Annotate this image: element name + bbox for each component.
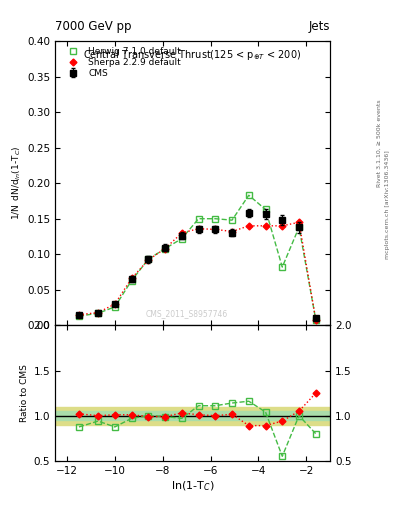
Sherpa 2.2.9 default: [230, 228, 234, 234]
Herwig 7.1.0 default: [263, 206, 268, 212]
Bar: [55, 411, 330, 420]
Line: Herwig 7.1.0 default: Herwig 7.1.0 default: [75, 192, 319, 323]
Herwig 7.1.0 default: [146, 256, 151, 262]
Sherpa 2.2.9 default: [213, 226, 218, 232]
Text: Rivet 3.1.10, ≥ 500k events: Rivet 3.1.10, ≥ 500k events: [377, 99, 382, 187]
Herwig 7.1.0 default: [96, 310, 101, 316]
Sherpa 2.2.9 default: [96, 309, 101, 315]
Herwig 7.1.0 default: [77, 313, 81, 319]
Sherpa 2.2.9 default: [246, 223, 251, 229]
Text: CMS_2011_S8957746: CMS_2011_S8957746: [145, 309, 228, 318]
Sherpa 2.2.9 default: [297, 219, 301, 225]
Sherpa 2.2.9 default: [112, 301, 117, 307]
Text: 7000 GeV pp: 7000 GeV pp: [55, 20, 132, 33]
Sherpa 2.2.9 default: [180, 230, 184, 236]
Text: Jets: Jets: [309, 20, 330, 33]
Herwig 7.1.0 default: [196, 216, 201, 222]
X-axis label: ln(1-T$_C$): ln(1-T$_C$): [171, 480, 215, 494]
Herwig 7.1.0 default: [246, 192, 251, 198]
Sherpa 2.2.9 default: [313, 316, 318, 323]
Herwig 7.1.0 default: [313, 316, 318, 323]
Herwig 7.1.0 default: [129, 278, 134, 284]
Sherpa 2.2.9 default: [146, 257, 151, 263]
Herwig 7.1.0 default: [297, 224, 301, 230]
Herwig 7.1.0 default: [180, 236, 184, 242]
Y-axis label: 1/N$_{\/}$ dN/d$_{ln}$(1-T$_C$): 1/N$_{\/}$ dN/d$_{ln}$(1-T$_C$): [10, 146, 23, 220]
Herwig 7.1.0 default: [213, 216, 218, 222]
Text: mcplots.cern.ch [arXiv:1306.3436]: mcplots.cern.ch [arXiv:1306.3436]: [385, 151, 389, 259]
Y-axis label: Ratio to CMS: Ratio to CMS: [20, 364, 29, 422]
Sherpa 2.2.9 default: [263, 223, 268, 229]
Herwig 7.1.0 default: [163, 246, 167, 252]
Sherpa 2.2.9 default: [77, 312, 81, 318]
Legend: Herwig 7.1.0 default, Sherpa 2.2.9 default, CMS: Herwig 7.1.0 default, Sherpa 2.2.9 defau…: [59, 46, 183, 80]
Sherpa 2.2.9 default: [196, 226, 201, 232]
Sherpa 2.2.9 default: [163, 246, 167, 252]
Sherpa 2.2.9 default: [280, 223, 285, 229]
Text: Central Transverse Thrust(125 < p$_{⊕T}$ < 200): Central Transverse Thrust(125 < p$_{⊕T}$…: [83, 48, 302, 62]
Herwig 7.1.0 default: [230, 217, 234, 223]
Sherpa 2.2.9 default: [129, 275, 134, 282]
Bar: [55, 407, 330, 424]
Herwig 7.1.0 default: [280, 264, 285, 270]
Line: Sherpa 2.2.9 default: Sherpa 2.2.9 default: [77, 220, 318, 322]
Herwig 7.1.0 default: [112, 304, 117, 310]
